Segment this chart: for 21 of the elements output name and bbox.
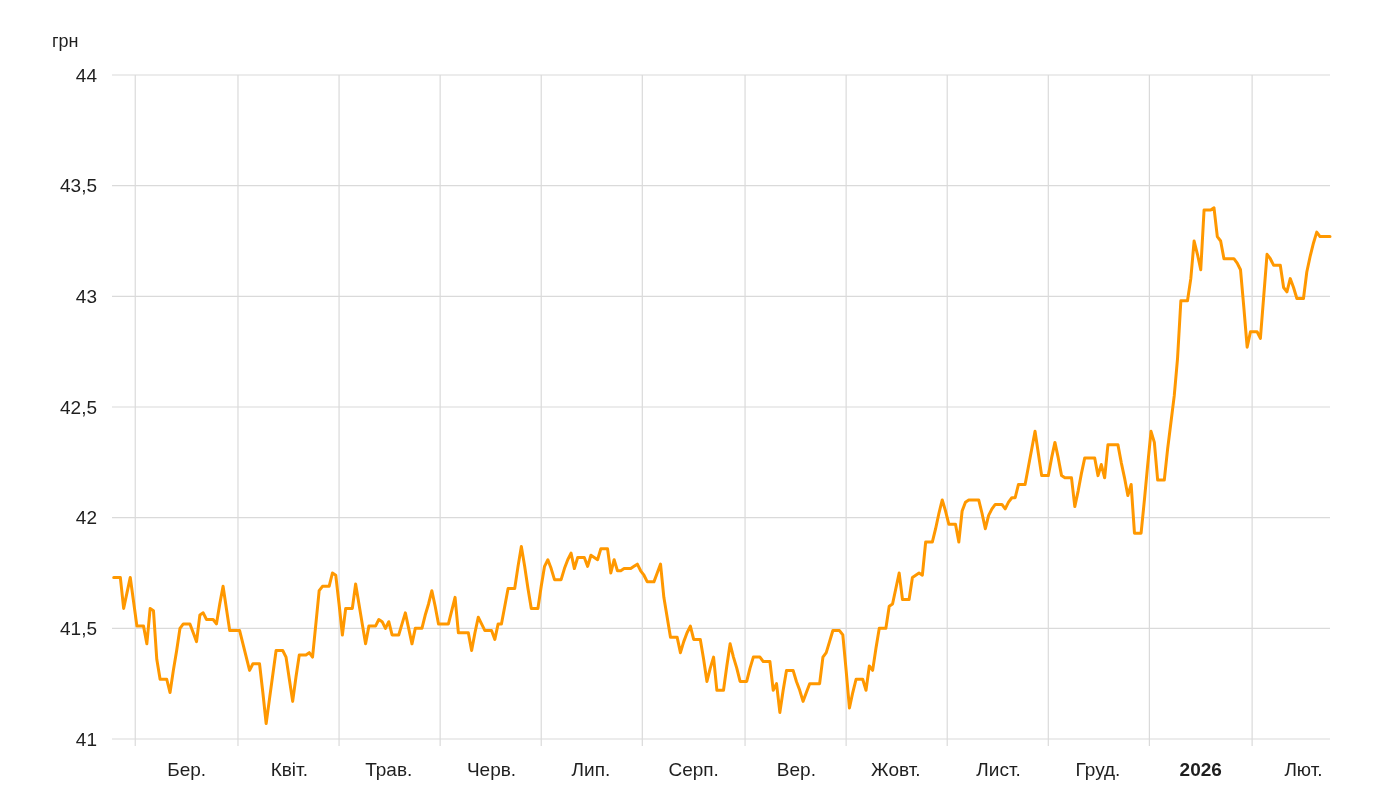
y-tick-label: 43,5 [60,175,97,197]
x-tick-label: Груд. [1075,758,1121,780]
x-tick-label: Лип. [571,758,611,780]
y-tick-label: 42,5 [60,396,97,418]
y-tick-label: 43 [75,285,97,307]
y-tick-label: 44 [75,64,98,86]
x-tick-label: Лист. [976,758,1021,780]
x-tick-label: Серп. [668,758,719,780]
x-tick-label: 2026 [1179,758,1222,780]
line-series [112,206,1332,726]
x-tick-label: Вер. [776,758,816,780]
x-tick-label: Квіт. [270,758,308,780]
y-tick-label: 41,5 [60,617,97,639]
y-tick-label: 41 [75,728,97,750]
x-tick-label: Бер. [167,758,207,780]
x-tick-label: Трав. [365,758,413,780]
y-axis-title: грн [52,31,79,51]
x-tick-label: Жовт. [871,758,921,780]
x-tick-label: Лют. [1284,758,1323,780]
y-tick-label: 42 [75,507,97,529]
x-tick-label: Черв. [466,758,517,780]
